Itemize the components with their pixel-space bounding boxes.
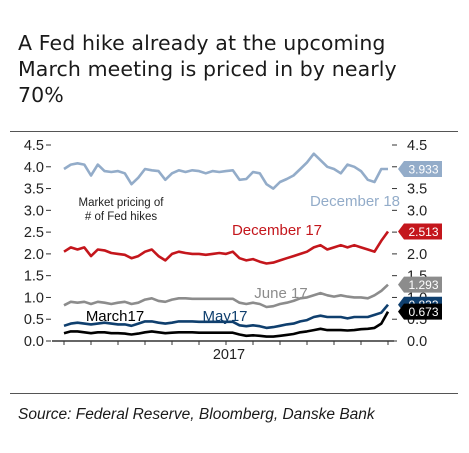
y-tick-label-right: 4.5: [407, 138, 427, 154]
end-value-label: 2.513: [408, 225, 438, 239]
y-tick-label-right: 0.0: [407, 334, 427, 350]
annotation-text: Market pricing of: [78, 197, 164, 209]
line-chart: 0.00.00.50.51.01.01.51.52.02.02.52.53.03…: [24, 138, 442, 363]
series-label: March17: [86, 308, 144, 325]
source-note: Source: Federal Reserve, Bloomberg, Dans…: [18, 406, 375, 423]
series-label: May17: [202, 308, 247, 325]
y-tick-label-left: 4.0: [24, 160, 44, 176]
y-tick-label-right: 3.5: [407, 182, 427, 198]
y-tick-label-left: 1.0: [24, 290, 44, 306]
series-line: [63, 311, 390, 338]
annotation-box: [62, 190, 180, 230]
y-tick-label-left: 0.5: [24, 312, 44, 328]
series-line: [63, 230, 390, 265]
y-tick-label-right: 2.0: [407, 247, 427, 263]
title-line: A Fed hike already at the upcoming: [18, 31, 386, 55]
series-line: [63, 283, 389, 309]
x-tick-label: 2017: [213, 347, 245, 363]
annotation-text: # of Fed hikes: [85, 211, 157, 223]
end-value-flag: [398, 223, 442, 240]
y-tick-label-left: 0.0: [24, 334, 44, 350]
end-value-label: 0.673: [408, 305, 438, 319]
page-title: A Fed hike already at the upcoming March…: [18, 30, 458, 108]
end-value-label: 1.293: [408, 278, 438, 292]
series-line: [63, 152, 388, 190]
end-value-flag: [398, 276, 442, 293]
y-tick-label-left: 1.5: [24, 269, 44, 285]
y-tick-label-left: 3.5: [24, 182, 44, 198]
title-line: March meeting is priced in by nearly: [18, 57, 397, 81]
series-label: June 17: [254, 285, 307, 302]
y-tick-label-left: 3.0: [24, 203, 44, 219]
y-tick-label-right: 3.0: [407, 203, 427, 219]
end-value-label: 3.933: [408, 162, 438, 176]
top-divider: [10, 131, 458, 132]
end-value-flag: [398, 303, 442, 320]
series-label: December 18: [310, 193, 400, 210]
y-tick-label-left: 2.5: [24, 225, 44, 241]
bottom-divider: [10, 393, 458, 394]
end-value-flag: [398, 160, 442, 177]
y-tick-label-left: 4.5: [24, 138, 44, 154]
title-line: 70%: [18, 83, 64, 107]
y-tick-label-left: 2.0: [24, 247, 44, 263]
series-label: December 17: [232, 222, 322, 239]
series-line: [63, 303, 389, 330]
